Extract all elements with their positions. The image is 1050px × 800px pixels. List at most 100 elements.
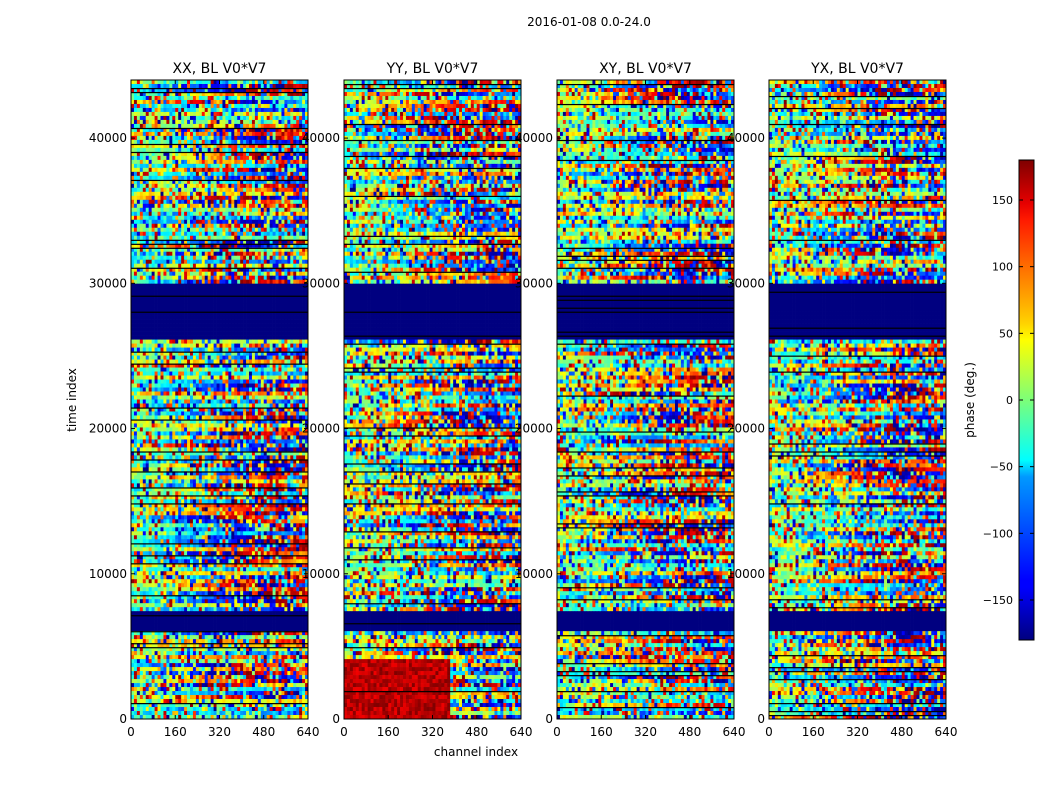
heatmap-cell	[210, 155, 214, 161]
heatmap-cell	[154, 371, 158, 376]
heatmap-cell	[246, 303, 250, 308]
heatmap-cell	[175, 403, 179, 408]
heatmap-cell	[163, 403, 167, 408]
heatmap-cell	[225, 375, 229, 380]
heatmap-cell	[243, 339, 247, 344]
heatmap-cell	[222, 323, 226, 328]
heatmap-cell	[178, 91, 182, 97]
heatmap-cell	[187, 283, 191, 289]
heatmap-cell	[192, 143, 197, 149]
heatmap-cell	[136, 115, 141, 121]
heatmap-cell	[243, 343, 247, 348]
heatmap-cell	[299, 243, 303, 249]
heatmap-cell	[142, 179, 147, 185]
heatmap-cell	[181, 315, 185, 320]
heatmap-cell	[204, 251, 209, 257]
heatmap-cell	[290, 299, 294, 304]
heatmap-cell	[151, 139, 155, 145]
heatmap-cell	[145, 127, 150, 133]
heatmap-cell	[216, 123, 220, 129]
heatmap-cell	[187, 327, 191, 332]
heatmap-cell	[210, 315, 214, 320]
heatmap-cell	[305, 123, 309, 129]
heatmap-cell	[169, 247, 173, 253]
heatmap-cell	[246, 371, 250, 376]
heatmap-cell	[257, 311, 262, 316]
heatmap-cell	[154, 175, 158, 181]
heatmap-cell	[145, 171, 150, 177]
heatmap-cell	[305, 383, 309, 388]
heatmap-cell	[204, 323, 209, 328]
heatmap-cell	[266, 123, 270, 129]
heatmap-cell	[195, 107, 200, 113]
heatmap-cell	[148, 375, 152, 380]
heatmap-cell	[305, 143, 309, 149]
heatmap-cell	[302, 223, 306, 229]
heatmap-cell	[305, 311, 309, 316]
heatmap-cell	[278, 383, 282, 388]
heatmap-cell	[290, 267, 294, 273]
heatmap-cell	[136, 239, 141, 245]
heatmap-cell	[293, 291, 297, 297]
heatmap-cell	[216, 151, 220, 157]
heatmap-cell	[184, 87, 188, 93]
heatmap-cell	[136, 83, 141, 89]
heatmap-cell	[169, 131, 173, 137]
heatmap-cell	[192, 291, 197, 297]
heatmap-cell	[228, 163, 232, 169]
heatmap-cell	[237, 327, 241, 332]
heatmap-cell	[148, 139, 152, 145]
heatmap-cell	[240, 323, 244, 328]
heatmap-cell	[131, 375, 135, 380]
heatmap-cell	[275, 127, 279, 133]
heatmap-cell	[284, 355, 288, 360]
heatmap-cell	[151, 291, 155, 297]
heatmap-cell	[198, 355, 203, 360]
heatmap-cell	[139, 331, 144, 336]
heatmap-cell	[225, 283, 229, 289]
heatmap-cell	[219, 387, 223, 392]
heatmap-cell	[231, 307, 235, 312]
heatmap-cell	[139, 119, 144, 125]
heatmap-cell	[201, 367, 206, 372]
heatmap-cell	[169, 399, 173, 404]
heatmap-cell	[163, 227, 167, 233]
heatmap-cell	[257, 83, 262, 89]
heatmap-cell	[160, 327, 164, 332]
heatmap-cell	[234, 111, 238, 117]
heatmap-cell	[201, 275, 206, 281]
heatmap-cell	[222, 155, 226, 161]
heatmap-cell	[139, 211, 144, 217]
heatmap-cell	[192, 267, 197, 273]
heatmap-cell	[204, 307, 209, 312]
heatmap-cell	[234, 311, 238, 316]
heatmap-cell	[178, 183, 182, 189]
heatmap-cell	[243, 95, 247, 101]
heatmap-cell	[207, 275, 211, 281]
heatmap-cell	[240, 215, 244, 221]
heatmap-cell	[290, 391, 294, 396]
heatmap-cell	[254, 359, 259, 364]
heatmap-cell	[237, 91, 241, 97]
heatmap-cell	[175, 167, 179, 173]
heatmap-cell	[133, 307, 138, 312]
heatmap-cell	[198, 335, 203, 340]
heatmap-cell	[222, 187, 226, 193]
heatmap-cell	[151, 215, 155, 221]
heatmap-cell	[169, 135, 173, 141]
heatmap-cell	[243, 199, 247, 205]
heatmap-cell	[169, 187, 173, 193]
heatmap-cell	[139, 223, 144, 229]
heatmap-cell	[160, 175, 164, 181]
heatmap-cell	[204, 287, 209, 293]
heatmap-cell	[178, 247, 182, 253]
heatmap-cell	[154, 383, 158, 388]
heatmap-cell	[157, 311, 161, 316]
heatmap-cell	[210, 247, 214, 253]
heatmap-cell	[184, 159, 188, 165]
heatmap-cell	[237, 155, 241, 161]
heatmap-cell	[266, 95, 270, 101]
heatmap-cell	[148, 395, 152, 400]
heatmap-cell	[272, 80, 276, 85]
heatmap-cell	[204, 111, 209, 117]
